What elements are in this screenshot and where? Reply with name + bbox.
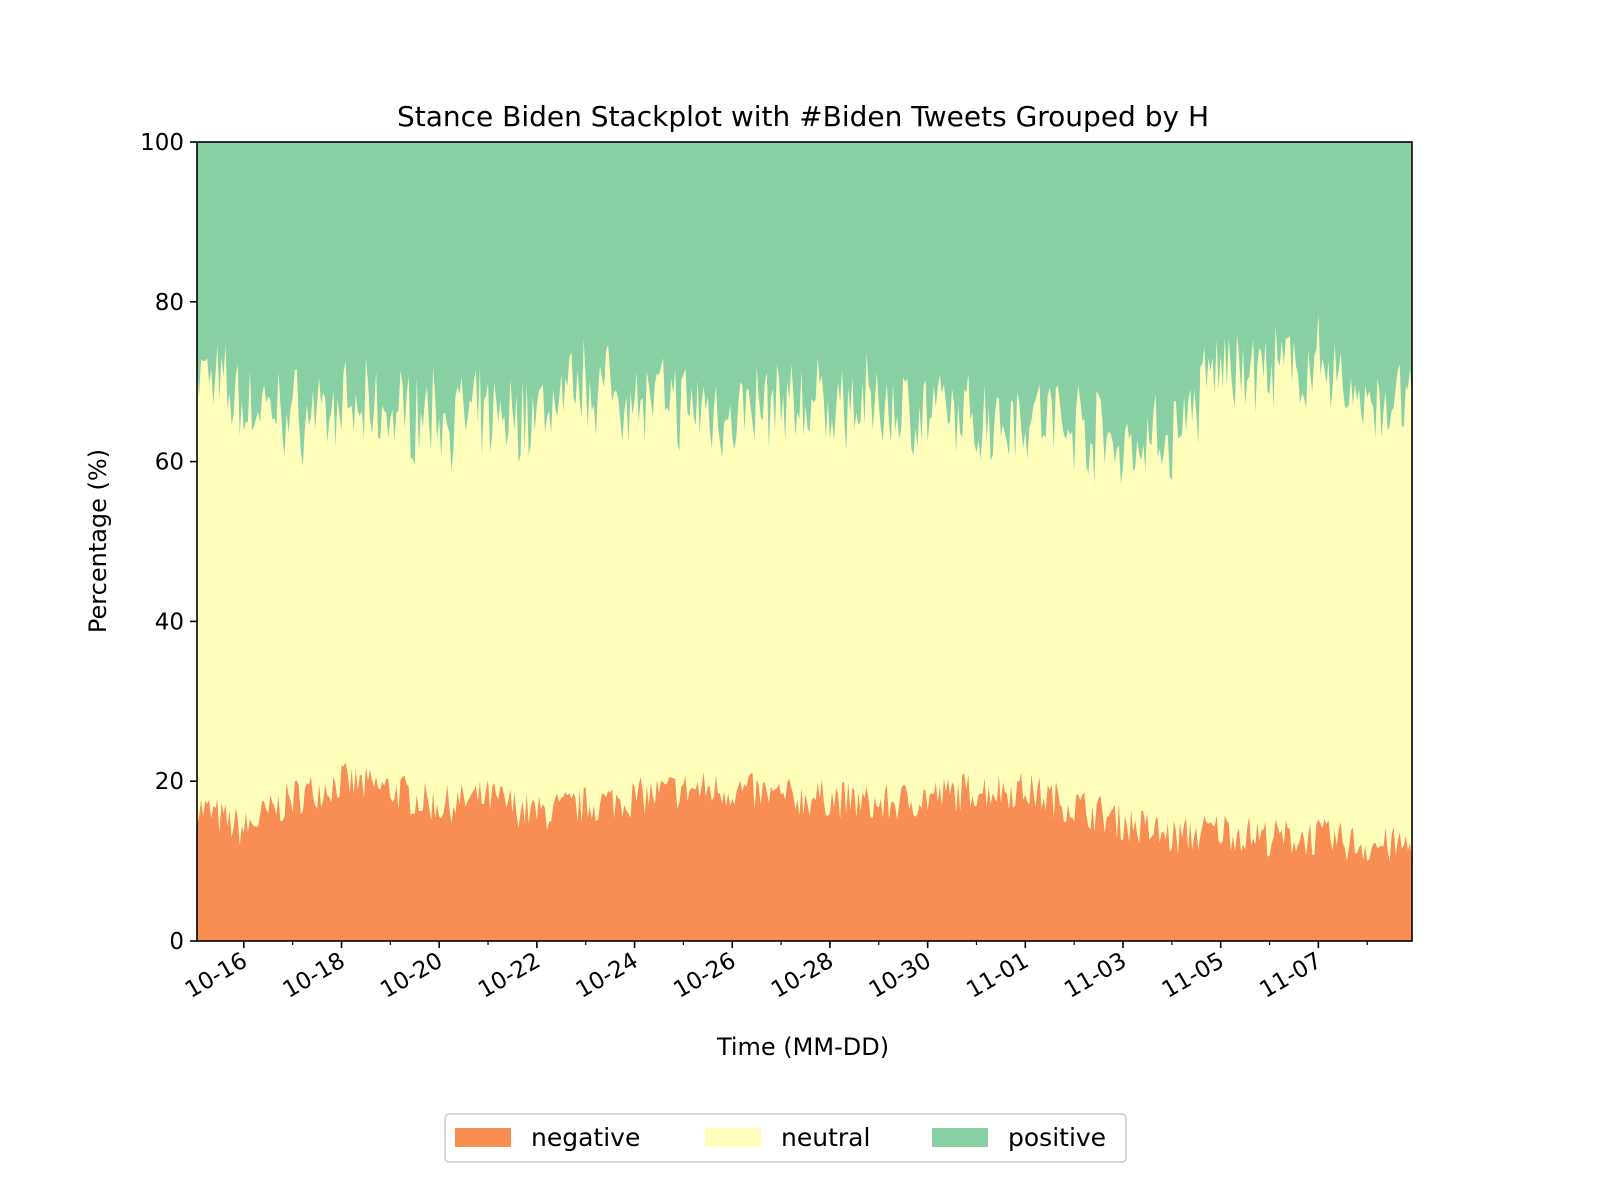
x-tick-label: 11-05 (1158, 948, 1229, 1004)
x-tick-label: 10-30 (865, 948, 936, 1004)
legend-label-negative: negative (531, 1123, 640, 1152)
chart-title: Stance Biden Stackplot with #Biden Tweet… (397, 100, 1209, 133)
y-tick-label: 20 (155, 769, 184, 795)
x-tick-label: 11-07 (1255, 948, 1326, 1004)
y-axis: 0 20 40 60 80 100 (140, 130, 197, 955)
x-axis: 10-16 10-18 10-20 10-22 10-24 10-26 10-28 10-30… (181, 941, 1368, 1004)
plot-area (196, 141, 1413, 942)
legend-box (444, 1113, 1127, 1163)
y-tick-label: 0 (169, 929, 184, 955)
legend-swatch-negative (455, 1128, 511, 1147)
x-tick-label: 10-20 (376, 948, 447, 1004)
plot-frame (196, 141, 1413, 942)
x-tick-label: 10-18 (279, 948, 350, 1004)
y-tick-label: 100 (140, 130, 184, 156)
legend-swatch-positive (932, 1128, 988, 1147)
legend: negative neutral positive (444, 1113, 1127, 1163)
y-tick-label: 60 (155, 450, 184, 476)
area-positive (197, 142, 1412, 485)
x-tick-label: 10-26 (669, 948, 740, 1004)
legend-label-neutral: neutral (781, 1123, 870, 1152)
y-tick-label: 40 (155, 609, 184, 635)
x-tick-label: 11-01 (962, 948, 1033, 1004)
x-tick-label: 10-24 (572, 948, 643, 1004)
area-negative (197, 762, 1412, 941)
y-tick-label: 80 (155, 290, 184, 316)
x-axis-label: Time (MM-DD) (716, 1033, 889, 1061)
legend-label-positive: positive (1008, 1123, 1106, 1152)
x-tick-label: 10-28 (767, 948, 838, 1004)
x-tick-label: 10-16 (181, 948, 252, 1004)
area-neutral (197, 313, 1412, 863)
legend-swatch-neutral (705, 1128, 761, 1147)
y-axis-label: Percentage (%) (84, 449, 112, 633)
x-tick-label: 10-22 (474, 948, 545, 1004)
x-tick-label: 11-03 (1060, 948, 1131, 1004)
